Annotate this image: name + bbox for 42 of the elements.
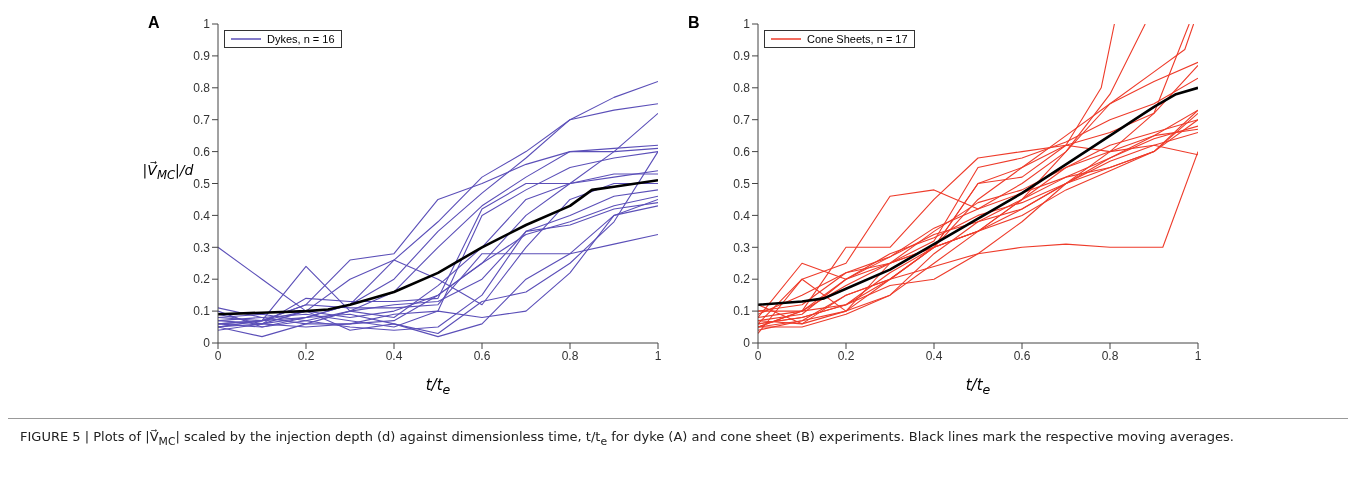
y-tick-label: 0.7 bbox=[193, 112, 211, 127]
x-tick-label: 0.2 bbox=[297, 348, 315, 363]
y-tick-label: 0.8 bbox=[733, 81, 751, 96]
y-tick-label: 0.5 bbox=[733, 176, 751, 191]
x-tick-label: 0.4 bbox=[925, 348, 943, 363]
y-tick-label: 0.3 bbox=[733, 240, 751, 255]
y-tick-label: 0.3 bbox=[193, 240, 211, 255]
x-tick-label: 0.8 bbox=[561, 348, 579, 363]
x-tick-label: 0.8 bbox=[1101, 348, 1119, 363]
x-tick-label: 0 bbox=[214, 348, 222, 363]
y-tick-label: 0.9 bbox=[733, 49, 751, 64]
x-tick-label: 1 bbox=[1194, 348, 1202, 363]
x-tick-label: 0.6 bbox=[1013, 348, 1031, 363]
chart-title: A bbox=[148, 14, 160, 32]
y-tick-label: 0.1 bbox=[193, 304, 211, 319]
x-tick-label: 0 bbox=[754, 348, 762, 363]
y-tick-label: 1 bbox=[743, 17, 751, 32]
y-tick-label: 0.8 bbox=[193, 81, 211, 96]
y-axis-title: |V⃗$_{MC}$|/d bbox=[142, 162, 194, 182]
y-tick-label: 0.6 bbox=[193, 144, 211, 159]
y-tick-label: 0.6 bbox=[733, 144, 751, 159]
y-tick-label: 0.4 bbox=[733, 208, 751, 223]
caption: FIGURE 5 | Plots of |V⃗$_{MC}$| scaled by the injection depth (d) against dimensionless time, t/t$_{e}$ for dyke (A) and cone sheet (B) experiments. Black lines mark the respective moving averages. bbox=[20, 429, 1234, 448]
x-tick-label: 1 bbox=[654, 348, 662, 363]
y-tick-label: 0.7 bbox=[733, 112, 751, 127]
y-tick-label: 0.4 bbox=[193, 208, 211, 223]
y-tick-label: 0.5 bbox=[193, 176, 211, 191]
legend-label: Cone Sheets, n = 17 bbox=[807, 33, 908, 45]
legend-label: Dykes, n = 16 bbox=[267, 33, 335, 45]
x-axis-title: t/t$_{e}$ bbox=[965, 376, 991, 397]
y-tick-label: 0.9 bbox=[193, 49, 211, 64]
y-tick-label: 0.2 bbox=[193, 272, 211, 287]
x-tick-label: 0.4 bbox=[385, 348, 403, 363]
y-tick-label: 1 bbox=[203, 17, 211, 32]
chart-title: B bbox=[688, 14, 700, 32]
x-tick-label: 0.2 bbox=[837, 348, 855, 363]
x-axis-title: t/t$_{e}$ bbox=[425, 376, 451, 397]
y-tick-label: 0.1 bbox=[733, 304, 751, 319]
y-tick-label: 0.2 bbox=[733, 272, 751, 287]
x-tick-label: 0.6 bbox=[473, 348, 491, 363]
y-tick-label: 0 bbox=[203, 336, 211, 351]
y-tick-label: 0 bbox=[743, 336, 751, 351]
